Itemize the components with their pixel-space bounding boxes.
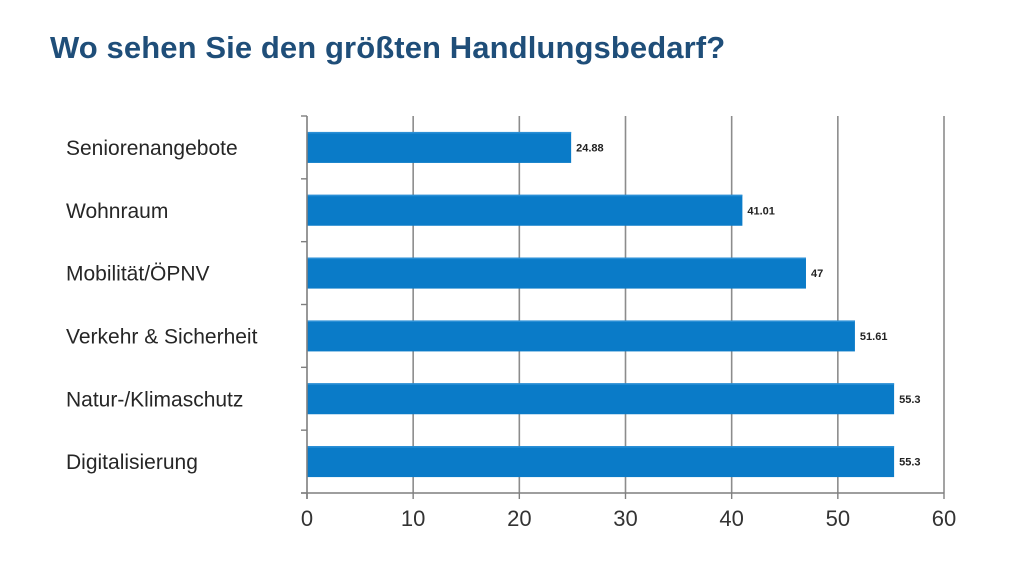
category-label: Natur-/Klimaschutz — [66, 388, 243, 411]
bar-verkehr-sicherheit — [307, 320, 855, 352]
bar-wohnraum — [307, 194, 743, 226]
data-label: 55.3 — [899, 457, 920, 469]
x-tick-label: 10 — [401, 506, 425, 531]
data-label: 41.01 — [747, 205, 775, 217]
x-tick-label: 0 — [301, 506, 313, 531]
x-tick-label: 30 — [613, 506, 637, 531]
bar-natur-klimaschutz — [307, 383, 895, 415]
category-label: Mobilität/ÖPNV — [66, 263, 210, 286]
x-tick-label: 20 — [507, 506, 531, 531]
data-label: 55.3 — [899, 394, 920, 406]
x-tick-label: 50 — [826, 506, 850, 531]
data-label: 24.88 — [576, 142, 604, 154]
category-label: Verkehr & Sicherheit — [66, 325, 258, 348]
bar-seniorenangebote — [307, 131, 572, 163]
category-label: Seniorenangebote — [66, 137, 238, 160]
category-label: Digitalisierung — [66, 451, 198, 474]
category-label: Wohnraum — [66, 200, 168, 223]
x-tick-label: 40 — [719, 506, 743, 531]
x-tick-labels: 0 10 20 30 40 50 60 — [301, 506, 956, 531]
bar-digitalisierung — [307, 446, 895, 478]
chart-title: Wo sehen Sie den größten Handlungsbedarf… — [50, 30, 726, 65]
x-tick-label: 60 — [932, 506, 956, 531]
data-label: 47 — [811, 268, 823, 280]
bar-mobilität-öpnv — [307, 257, 806, 289]
data-labels: 24.88 41.01 47 51.61 55.3 55.3 — [576, 142, 920, 468]
category-labels: Seniorenangebote Wohnraum Mobilität/ÖPNV Ve… — [66, 137, 258, 474]
data-label: 51.61 — [860, 331, 888, 343]
axes — [301, 115, 945, 499]
bars — [307, 131, 895, 478]
gridlines — [412, 116, 945, 493]
